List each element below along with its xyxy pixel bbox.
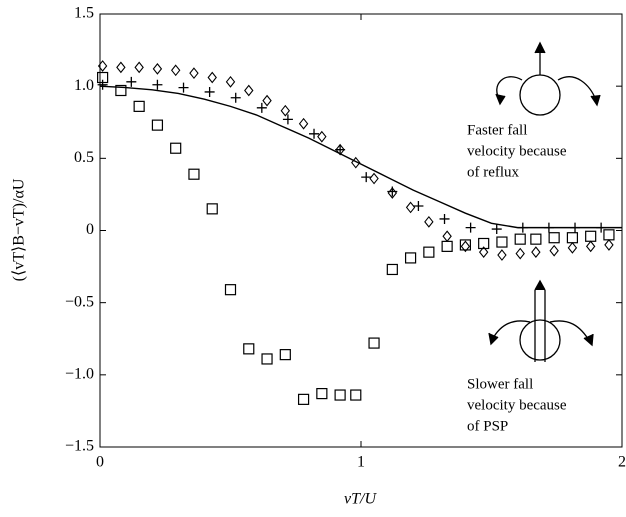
x-tick-label: 2 [618, 454, 626, 471]
square-marker [115, 84, 127, 97]
plus-marker [491, 224, 502, 235]
x-axis-label: vT/U [344, 491, 377, 508]
annotation-line: Faster fall [467, 122, 527, 138]
plus-marker [465, 222, 476, 233]
square-marker [404, 252, 417, 264]
square-marker [496, 236, 508, 248]
diamond-marker [567, 241, 578, 254]
diamond-marker [531, 246, 541, 259]
square-marker [386, 263, 398, 276]
diamond-marker [405, 201, 416, 214]
annotation-line: of reflux [467, 164, 520, 180]
square-marker [297, 393, 310, 405]
plus-marker [282, 114, 293, 125]
diamond-marker [497, 249, 507, 261]
y-tick-label: 1.0 [74, 77, 94, 94]
square-marker [603, 229, 615, 241]
square-marker [478, 237, 490, 250]
plot-frame [99, 13, 623, 448]
square-marker [261, 353, 273, 365]
plus-marker [152, 79, 163, 90]
plus-marker [126, 76, 137, 87]
diamond-marker [170, 64, 181, 77]
square-marker [530, 233, 542, 245]
square-marker [133, 100, 145, 112]
diamond-marker [515, 247, 525, 260]
plus-marker [309, 128, 320, 139]
x-tick-label: 1 [357, 454, 365, 471]
square-marker [243, 343, 255, 355]
diamond-marker [604, 239, 614, 251]
plus-marker [413, 200, 424, 211]
square-marker [316, 387, 328, 400]
diamond-marker [460, 240, 471, 253]
square-marker [334, 389, 346, 401]
diamond-marker [97, 60, 108, 72]
square-marker [459, 239, 471, 251]
annotation-line: velocity because [467, 143, 567, 159]
square-marker [151, 119, 164, 131]
diamond-marker [207, 71, 217, 84]
plus-marker [204, 86, 215, 97]
y-tick-label: −1.0 [65, 366, 94, 383]
reflux-icon [495, 41, 601, 116]
square-marker [514, 233, 526, 245]
annotation-line: of PSP [467, 418, 508, 434]
square-marker [585, 230, 597, 242]
y-tick-label: 1.5 [74, 5, 94, 22]
square-marker [350, 389, 362, 401]
y-tick-label: 0 [86, 221, 94, 238]
diamond-marker [351, 156, 361, 169]
diamond-marker [244, 84, 254, 97]
diamond-marker [280, 104, 291, 117]
diamond-marker [442, 230, 452, 243]
diamond-marker [152, 62, 163, 75]
plus-marker [97, 79, 108, 90]
diamond-marker [298, 117, 309, 130]
diamond-marker [262, 94, 272, 107]
plus-marker [178, 82, 189, 93]
annotation-line: Slower fall [467, 376, 533, 392]
plus-marker [439, 213, 450, 224]
y-tick-label: −0.5 [65, 293, 94, 310]
diamond-marker [369, 172, 379, 185]
square-marker [548, 232, 560, 244]
diamond-marker [585, 240, 596, 253]
plus-marker [256, 102, 267, 113]
diamond-marker [134, 61, 144, 74]
diamond-marker [317, 130, 327, 143]
square-marker [368, 337, 380, 349]
square-marker [423, 246, 435, 258]
annotation-line: velocity because [467, 397, 567, 413]
plus-marker [361, 172, 372, 183]
diamond-marker [478, 246, 489, 259]
psp-icon [488, 279, 594, 362]
y-axis-label: (⟨vT⟩B−vT)/αU [11, 178, 28, 281]
square-marker [170, 142, 182, 154]
square-marker [206, 203, 218, 215]
diamond-marker [189, 67, 199, 80]
square-marker [566, 232, 579, 244]
square-marker [279, 349, 291, 361]
y-tick-label: −1.5 [65, 438, 94, 455]
square-marker [188, 168, 200, 180]
plus-marker [230, 92, 241, 103]
diamond-marker [225, 75, 236, 88]
diamond-marker [116, 61, 126, 74]
diamond-marker [424, 215, 434, 228]
curve [99, 85, 622, 229]
square-marker [224, 284, 237, 296]
x-tick-label: 0 [96, 454, 104, 471]
y-tick-label: 0.5 [74, 149, 94, 166]
square-marker [441, 240, 453, 252]
diamond-marker [549, 244, 559, 257]
plus-marker [387, 186, 398, 197]
